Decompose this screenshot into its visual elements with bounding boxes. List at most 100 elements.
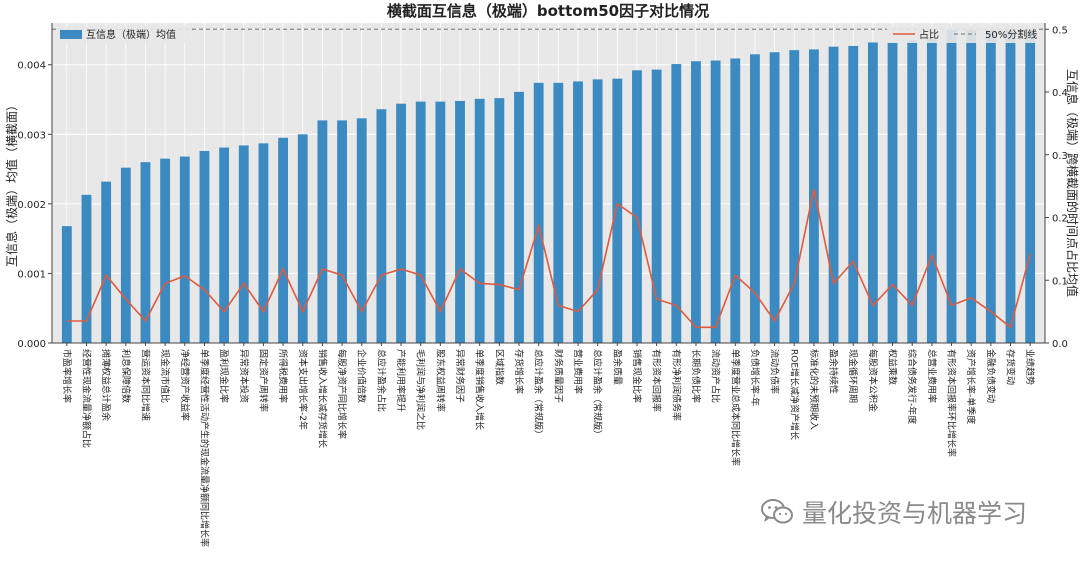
x-tick-label: 单季度营业总成本同比增长率 [729,349,741,466]
bar [651,69,662,343]
x-tick-label: 销售现金比率 [631,349,643,403]
bar [632,70,642,343]
x-tick-label: 综合债务发行-年度 [906,349,918,424]
bar [337,120,347,344]
x-tick-label: 金融负债变动 [985,349,997,403]
bar [376,109,387,344]
x-tick-label: 企业价值倍数 [356,349,368,403]
bar [297,134,308,343]
wechat-icon [761,499,793,524]
bar [396,103,406,344]
x-tick-label: 总营业费用率 [926,349,938,403]
bar [730,58,741,343]
bar [160,158,171,343]
bar [317,120,328,344]
x-tick-label: 财务质量因子 [552,349,564,403]
x-tick-label: 每股净资产同比增长率 [336,349,348,439]
legend-line-label: 占比 [919,28,939,41]
x-tick-label: 营运资本同比增速 [140,349,152,421]
x-tick-label: 产能利用率提升 [395,349,407,412]
x-tick-label: 资本支出增长率-2年 [297,349,309,430]
bar [750,54,760,343]
x-tick-label: 流动负债率 [769,349,781,394]
x-tick-label: 存货变动 [1005,349,1017,385]
y-tick-label: 0.002 [17,200,46,211]
watermark-text: 量化投资与机器学习 [802,499,1028,528]
x-tick-label: 销售收入增长减存货增长 [316,349,328,448]
bar [140,162,151,343]
legend-bar-swatch [60,30,82,39]
x-tick-label: 所得税费用率 [277,349,289,403]
x-tick-label: 固定资产周转率 [257,349,269,412]
x-tick-label: 总应计盈余占比 [375,349,387,412]
x-tick-label: 总应计盈余（常规版） [592,349,604,439]
bar [612,78,623,344]
x-tick-label: 权益乘数 [887,349,899,385]
x-tick-label: 有形资本回报率 [651,349,663,412]
bar [474,98,485,344]
bar [769,52,780,343]
x-tick-label: 现金流市值比 [159,349,171,403]
x-tick-label: 盈余持续性 [828,349,840,394]
ratio-line [66,189,1031,329]
bar [219,147,230,343]
y2-tick-label: 0.3 [1052,151,1068,162]
y2-tick-label: 0.0 [1052,339,1068,350]
x-tick-label: 流动资产占比 [710,349,722,403]
y-axis-label-left: 互信息（极端）均值（横截面） [4,99,19,267]
bar [81,194,92,343]
x-tick-label: 单季度销售收入增长 [474,349,486,430]
chart-title: 横截面互信息（极端）bottom50因子对比情况 [387,2,709,20]
bar [946,29,957,344]
bar [120,167,131,343]
x-tick-label: 标准化的未预期收入 [808,349,820,430]
x-tick-label: 异常财务因子 [454,349,466,403]
x-tick-label: 存货增长率 [513,349,525,394]
bar [985,29,996,344]
bar [671,64,682,343]
x-tick-label: 经营性现金流量净额占比 [81,349,93,448]
bar [179,156,190,343]
x-tick-label: 区域指数 [493,349,505,385]
bar [199,151,210,343]
bar [258,143,269,343]
bar [907,40,918,344]
x-tick-label: 盈余质量 [611,349,623,385]
x-tick-label: 异常资本投资 [238,349,250,403]
bar [278,137,289,343]
y-tick-label: 0.004 [17,61,46,72]
bar [238,145,249,343]
bar [691,61,701,344]
x-tick-label: 现金循环周期 [847,349,859,403]
bar-layer [61,29,1036,344]
bar [415,101,426,343]
bar [514,91,524,343]
bar [573,81,583,343]
x-tick-label: 每股资本公积金 [867,349,879,412]
legend-left-box [56,26,190,43]
x-tick-label: 摊薄权益总计盈余 [100,349,112,421]
axis-layer: 0.000 0.001 0.002 0.003 0.004 0.0 0.1 0.2 0.3 0.4… [17,23,1068,350]
y2-tick-label: 0.2 [1052,214,1068,225]
x-tick-label: 负债增长率-年 [749,349,761,406]
x-tick-label: ROE增长减净资产增长 [788,349,800,440]
bar [867,42,878,343]
x-tick-label: 资产增长率-单季度 [965,349,977,424]
legend-bar-label: 互信息（极端）均值 [86,28,176,41]
bar [435,101,446,343]
bar [592,79,603,343]
bar [848,45,859,344]
legend-left: 互信息（极端）均值 [56,26,190,43]
bar [828,46,839,344]
x-tick-label: 营业费用率 [572,349,584,394]
bar [356,118,367,343]
bar [966,29,977,344]
x-tick-label: 盈利现金比率 [218,349,230,403]
bar [1025,29,1036,344]
x-tick-label: 利息保障倍数 [120,349,132,403]
y-tick-label: 0.000 [17,339,46,350]
legend-refline-label: 50%分割线 [985,28,1037,41]
bar [455,100,465,343]
bar [789,50,800,344]
